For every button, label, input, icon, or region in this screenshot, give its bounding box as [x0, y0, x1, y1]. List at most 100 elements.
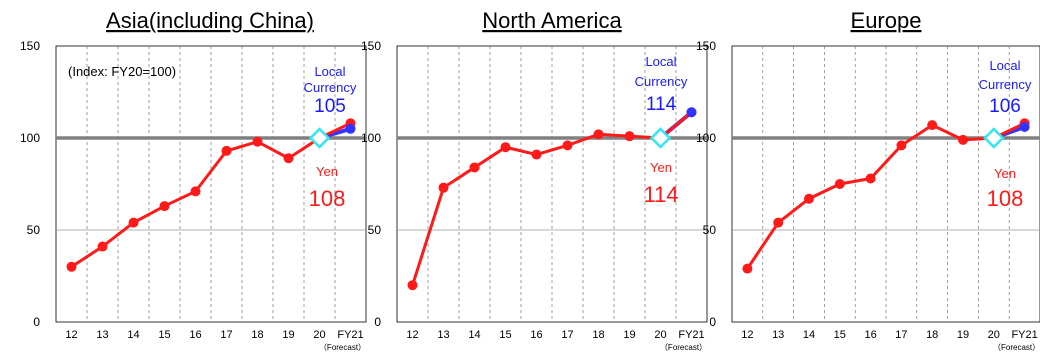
local-currency-label: Local: [989, 58, 1020, 73]
x-tick-label: 14: [803, 329, 815, 341]
forecast-label: （Forecast）: [319, 343, 366, 352]
yen-label: Yen: [316, 164, 338, 179]
yen-value: 108: [987, 186, 1024, 211]
y-tick-label: 150: [361, 39, 381, 53]
data-point-yen: [742, 263, 753, 274]
data-point-yen: [159, 201, 170, 212]
x-tick-label: 15: [834, 329, 846, 341]
x-tick-label: 18: [926, 329, 938, 341]
data-point-yen: [438, 182, 449, 193]
yen-value: 114: [643, 182, 678, 207]
y-tick-label: 100: [20, 131, 40, 145]
data-point-yen: [773, 217, 784, 228]
x-tick-label: 18: [592, 329, 604, 341]
x-tick-label: 14: [127, 329, 139, 341]
data-point-fy20-diamond: [649, 127, 672, 149]
chart-panel-1: Asia(including China) 0 50 100 150 12 13 14 15 16…: [20, 8, 367, 352]
x-tick-label: 12: [741, 329, 753, 341]
local-currency-value: 105: [314, 96, 346, 117]
chart-panel-2: North America 0 50 100 150 12 13 14 15 16 17 18 19 20…: [361, 8, 708, 352]
x-tick-label: 16: [864, 329, 876, 341]
y-tick-label: 150: [20, 39, 40, 53]
x-tick-label: 16: [189, 329, 201, 341]
data-point-yen: [469, 162, 480, 173]
y-tick-label: 100: [361, 131, 381, 145]
data-point-yen: [865, 173, 876, 184]
x-tick-label: FY21: [678, 329, 704, 341]
data-point-local-currency: [345, 123, 356, 134]
data-point-yen: [500, 142, 511, 153]
x-tick-label: 19: [623, 329, 635, 341]
x-tick-label: 13: [96, 329, 108, 341]
data-point-yen: [562, 140, 573, 151]
data-point-yen: [624, 131, 635, 142]
data-point-yen: [221, 145, 232, 156]
x-tick-label: 16: [530, 329, 542, 341]
chart-title: North America: [482, 8, 622, 33]
x-tick-label: 13: [437, 329, 449, 341]
x-tick-label: 15: [158, 329, 170, 341]
data-point-yen: [128, 217, 139, 228]
forecast-label: （Forecast）: [660, 343, 707, 352]
x-tick-label: 12: [65, 329, 77, 341]
series-line-yen: [746, 121, 1026, 270]
y-tick-label: 50: [27, 223, 41, 237]
data-point-local-currency: [1019, 121, 1030, 132]
data-point-yen: [97, 241, 108, 252]
forecast-label: （Forecast）: [993, 343, 1040, 352]
data-point-yen: [834, 179, 845, 189]
local-currency-label: Local: [645, 54, 676, 69]
local-currency-value: 114: [646, 94, 677, 115]
x-tick-label: FY21: [337, 329, 363, 341]
series-line-yen: [411, 111, 693, 286]
x-tick-label: 20: [988, 329, 1000, 341]
local-currency-label: Local: [314, 64, 345, 79]
local-currency-label: Currency: [635, 74, 688, 89]
x-tick-label: 19: [282, 329, 294, 341]
data-point-yen: [804, 193, 814, 204]
data-point-local-currency: [686, 107, 697, 118]
data-point-yen: [958, 134, 968, 145]
local-currency-value: 106: [989, 96, 1021, 117]
data-point-yen: [252, 136, 263, 147]
x-tick-label: 17: [561, 329, 573, 341]
x-tick-label: 12: [406, 329, 418, 341]
x-tick-label: 20: [313, 329, 325, 341]
yen-value: 108: [309, 186, 346, 211]
x-tick-label: 17: [895, 329, 907, 341]
data-point-yen: [593, 129, 604, 140]
x-tick-label: FY21: [1011, 329, 1037, 341]
y-tick-label: 0: [374, 315, 381, 329]
x-tick-label: 17: [220, 329, 232, 341]
yen-label: Yen: [994, 166, 1016, 181]
data-point-fy20-diamond: [308, 127, 331, 149]
index-note: (Index: FY20=100): [68, 64, 176, 79]
y-tick-label: 150: [696, 39, 716, 53]
yen-label: Yen: [650, 160, 672, 175]
data-point-yen: [531, 149, 542, 160]
local-currency-label: Currency: [979, 77, 1032, 92]
data-point-fy20-diamond: [983, 127, 1005, 149]
x-tick-label: 14: [468, 329, 480, 341]
x-tick-label: 13: [772, 329, 784, 341]
data-point-yen: [927, 120, 938, 131]
chart-panel-3: Europe 0 50 100 150 12 13 14 15 16 17 18 19 20 FY21 （Fo…: [696, 8, 1040, 352]
x-tick-label: 20: [654, 329, 666, 341]
data-point-yen: [283, 153, 294, 164]
data-point-yen: [896, 140, 907, 151]
local-currency-label: Currency: [304, 80, 357, 95]
series-line-yen: [70, 121, 352, 269]
data-point-yen: [66, 261, 77, 272]
y-tick-label: 0: [33, 315, 40, 329]
x-tick-label: 19: [957, 329, 969, 341]
y-tick-label: 100: [696, 131, 716, 145]
data-point-yen: [407, 280, 418, 291]
chart-title: Europe: [851, 8, 922, 33]
y-tick-label: 50: [703, 223, 717, 237]
chart-title: Asia(including China): [106, 8, 314, 33]
y-tick-label: 50: [368, 223, 382, 237]
x-tick-label: 15: [499, 329, 511, 341]
x-tick-label: 18: [251, 329, 263, 341]
data-point-yen: [190, 186, 201, 197]
